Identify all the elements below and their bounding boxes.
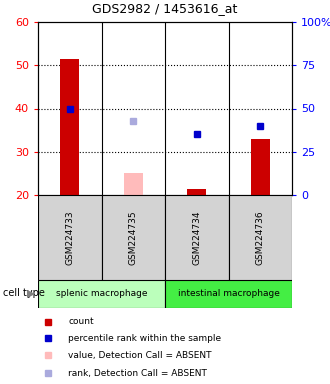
Text: GSM224735: GSM224735 [129,210,138,265]
Text: percentile rank within the sample: percentile rank within the sample [69,334,222,343]
Bar [124,173,143,195]
Bar [38,195,102,280]
Text: count: count [69,317,94,326]
Text: value, Detection Call = ABSENT: value, Detection Call = ABSENT [69,351,212,360]
Text: GSM224736: GSM224736 [256,210,265,265]
Bar [60,59,79,195]
Bar [165,195,228,280]
Bar [102,195,165,280]
Text: GSM224734: GSM224734 [192,210,201,265]
Text: GDS2982 / 1453616_at: GDS2982 / 1453616_at [92,3,238,15]
Text: splenic macrophage: splenic macrophage [56,290,147,298]
Bar [251,139,270,195]
Text: cell type: cell type [3,288,45,298]
Bar [38,280,165,308]
Bar [187,189,206,195]
Bar [228,195,292,280]
Text: GSM224733: GSM224733 [65,210,74,265]
Text: rank, Detection Call = ABSENT: rank, Detection Call = ABSENT [69,369,207,378]
Bar [165,280,292,308]
Text: intestinal macrophage: intestinal macrophage [178,290,280,298]
